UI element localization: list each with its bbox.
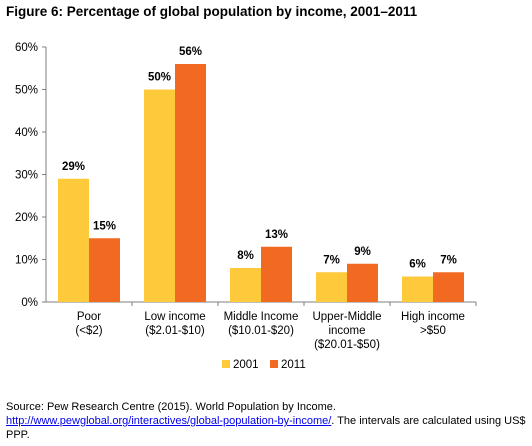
source-note: Source: Pew Research Centre (2015). Worl… (6, 400, 526, 442)
y-tick-label: 50% (15, 85, 38, 97)
bar-2001 (144, 89, 175, 302)
source-line-3: PPP. (6, 429, 30, 441)
data-label: 15% (93, 220, 116, 232)
x-tick-label: High income (401, 311, 465, 323)
data-label: 13% (265, 229, 288, 241)
data-label: 9% (354, 246, 371, 258)
legend-label: 2011 (281, 359, 306, 371)
source-link[interactable]: http://www.pewglobal.org/interactives/gl… (6, 415, 332, 427)
source-line-2-rest: . The intervals are calculated using US$ (331, 415, 526, 427)
data-label: 50% (148, 72, 171, 84)
figure-title: Figure 6: Percentage of global populatio… (6, 4, 418, 19)
data-label: 56% (179, 46, 202, 58)
bar-2011 (433, 272, 464, 302)
bar-chart: 0% 10% 20% 30% 40% 50% 60% Poor (<$2) Low income (… (15, 42, 477, 371)
data-label: 6% (409, 259, 426, 271)
legend-label: 2001 (233, 359, 259, 371)
data-label: 8% (237, 250, 254, 262)
x-tick-label: ($2.01-$10) (145, 325, 205, 337)
x-tick-label: Low income (144, 311, 205, 323)
chart-bars (58, 64, 464, 302)
bar-2001 (402, 276, 433, 302)
x-tick-label: Upper-Middle (312, 311, 381, 323)
chart-labels: 29% 15% 50% 56% 8% 13% 7% 9% 6% 7% (62, 46, 457, 271)
x-tick-label: ($20.01-$50) (314, 339, 380, 351)
y-tick-label: 0% (21, 297, 38, 309)
bar-2011 (347, 263, 378, 302)
chart-axes: 0% 10% 20% 30% 40% 50% 60% Poor (<$2) Low income (… (15, 42, 477, 351)
bar-2001 (316, 272, 347, 302)
x-tick-label: income (328, 325, 365, 337)
bar-2011 (89, 238, 120, 302)
data-label: 7% (440, 254, 457, 266)
bar-2011 (261, 246, 292, 302)
y-tick-label: 10% (15, 255, 38, 267)
bar-2011 (175, 64, 206, 302)
x-tick-label: Poor (77, 311, 101, 323)
x-tick-label: (<$2) (75, 325, 102, 337)
y-tick-label: 40% (15, 127, 38, 139)
data-label: 7% (323, 254, 340, 266)
source-line-1: Source: Pew Research Centre (2015). Worl… (6, 401, 336, 413)
bar-2001 (230, 268, 261, 302)
data-label: 29% (62, 161, 85, 173)
bar-2001 (58, 178, 89, 302)
legend-swatch-2001 (222, 360, 230, 368)
legend-swatch-2011 (270, 360, 278, 368)
source-line-2: http://www.pewglobal.org/interactives/gl… (6, 414, 526, 428)
x-tick-label: Middle Income (224, 311, 299, 323)
x-tick-label: >$50 (420, 325, 446, 337)
y-tick-label: 60% (15, 42, 38, 54)
x-tick-label: ($10.01-$20) (228, 325, 294, 337)
y-tick-label: 20% (15, 212, 38, 224)
y-tick-label: 30% (15, 170, 38, 182)
chart-legend: 2001 2011 (222, 359, 306, 371)
